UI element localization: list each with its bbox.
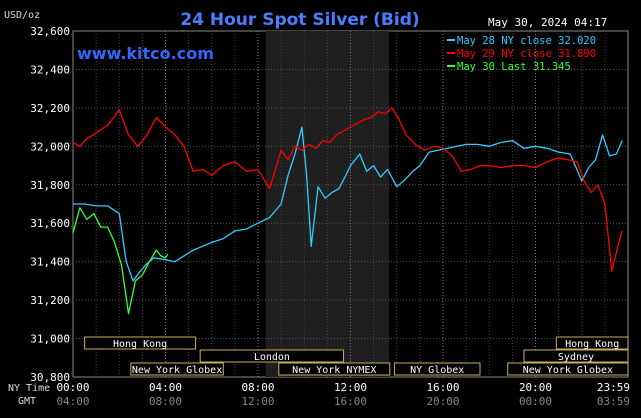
- y-tick-label: 31,400: [30, 256, 70, 269]
- legend-entry: May 28 NY close 32.020: [457, 35, 596, 47]
- session-label: Hong Kong: [113, 339, 167, 350]
- session-bar: [130, 362, 224, 376]
- session-label: New York Globex: [132, 365, 222, 376]
- x-tick-label-gmt: 12:00: [241, 395, 274, 408]
- y-tick-label: 31,000: [30, 333, 70, 346]
- session-label: New York NYMEX: [292, 365, 376, 376]
- x-tick-label-ny: 08:00: [241, 381, 274, 394]
- series-lines: [72, 107, 623, 315]
- y-tick-label: 31,200: [30, 294, 70, 307]
- y-tick-label: 32,000: [30, 140, 70, 153]
- ny-time-label: NY Time: [8, 383, 50, 394]
- x-tick-label-gmt: 03:59: [597, 395, 630, 408]
- x-tick-label-ny: 20:00: [519, 381, 552, 394]
- y-tick-label: 30,800: [30, 371, 70, 384]
- x-tick-label-ny: 23:59: [597, 381, 630, 394]
- gridlines: [73, 31, 628, 377]
- y-axis-label: USD/oz: [4, 10, 40, 21]
- x-tick-label-gmt: 08:00: [149, 395, 182, 408]
- session-bar: [278, 362, 391, 376]
- y-tick-label: 32,600: [30, 25, 70, 38]
- x-tick-label-ny: 12:00: [334, 381, 367, 394]
- session-bar: [393, 362, 481, 376]
- x-tick-label-gmt: 00:00: [519, 395, 552, 408]
- x-tick-label-ny: 00:00: [56, 381, 89, 394]
- x-tick-label-gmt: 04:00: [56, 395, 89, 408]
- y-tick-label: 32,400: [30, 63, 70, 76]
- y-tick-label: 31,600: [30, 217, 70, 230]
- x-tick-label-ny: 04:00: [149, 381, 182, 394]
- session-label: Hong Kong: [565, 339, 619, 350]
- x-tick-label-gmt: 20:00: [426, 395, 459, 408]
- session-label: Sydney: [558, 352, 594, 363]
- chart-title: 24 Hour Spot Silver (Bid): [180, 10, 419, 30]
- timestamp: May 30, 2024 04:17: [488, 16, 607, 29]
- gmt-label: GMT: [18, 396, 36, 407]
- x-axis: 00:00 04:00 08:00 12:00 16:00 20:00 23:5904:00…: [56, 381, 630, 408]
- session-label: New York Globex: [523, 365, 613, 376]
- y-tick-label: 32,200: [30, 102, 70, 115]
- series-line: [72, 107, 623, 272]
- y-axis: 32,600 32,400 32,200 32,000 31,800 31,600 31,4…: [30, 25, 70, 384]
- session-bar: [507, 362, 629, 376]
- y-tick-label: 31,800: [30, 179, 70, 192]
- session-label: NY Globex: [410, 365, 464, 376]
- session-label: London: [254, 352, 290, 363]
- x-tick-label-gmt: 16:00: [334, 395, 367, 408]
- session-bar: [84, 336, 197, 350]
- session-bar: [199, 349, 345, 363]
- legend-entry: May 29 NY close 31.890: [457, 48, 596, 60]
- kitco-watermark[interactable]: www.kitco.com: [77, 44, 214, 63]
- session-bar: [523, 349, 629, 363]
- x-tick-label-ny: 16:00: [426, 381, 459, 394]
- series-line: [73, 126, 623, 282]
- session-bar: [555, 336, 629, 350]
- series-line: [72, 207, 169, 315]
- session-bars: Hong Kong London New York Globex New York N…: [84, 336, 629, 376]
- legend-entry: May 30 Last 31.345: [457, 61, 571, 73]
